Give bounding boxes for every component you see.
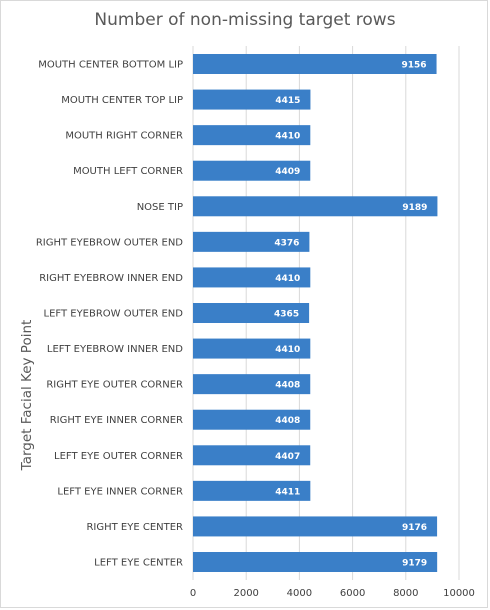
bar [193, 445, 311, 466]
bar [193, 125, 311, 146]
bars [193, 54, 438, 572]
value-label: 4410 [275, 274, 300, 284]
value-label: 4408 [275, 416, 300, 426]
bar [193, 303, 310, 323]
value-label: 4365 [274, 310, 299, 320]
bar [193, 374, 311, 395]
x-tick-label: 10000 [443, 588, 475, 599]
bar [193, 338, 311, 359]
bar [193, 480, 311, 501]
value-label: 4411 [275, 487, 300, 497]
x-tick-label: 0 [190, 588, 196, 599]
value-label: 9179 [402, 559, 427, 569]
category-label: NOSE TIP [137, 202, 183, 213]
bar [193, 160, 311, 181]
category-label: MOUTH RIGHT CORNER [65, 131, 183, 142]
value-label: 9176 [402, 523, 427, 533]
value-label: 4410 [275, 345, 300, 355]
category-label: RIGHT EYE OUTER CORNER [46, 380, 183, 391]
category-label: RIGHT EYEBROW INNER END [39, 273, 183, 284]
bar [193, 267, 311, 288]
category-label: RIGHT EYE INNER CORNER [50, 415, 183, 426]
category-label: LEFT EYEBROW INNER END [47, 344, 183, 355]
bar [193, 552, 438, 572]
x-tick-label: 2000 [233, 588, 258, 599]
value-label: 4376 [274, 238, 299, 248]
x-tick-label: 6000 [340, 588, 365, 599]
bar [193, 54, 437, 74]
category-label: LEFT EYEBROW OUTER END [44, 309, 184, 320]
bar [193, 196, 438, 217]
value-label: 4409 [275, 167, 300, 177]
category-label: MOUTH CENTER TOP LIP [61, 95, 183, 106]
value-label: 4408 [275, 381, 300, 391]
x-tick-label: 8000 [393, 588, 418, 599]
chart-title: Number of non-missing target rows [94, 10, 396, 30]
value-label: 4415 [275, 96, 300, 106]
value-label: 9156 [401, 61, 426, 71]
value-label: 4410 [275, 132, 300, 142]
value-label: 9189 [402, 203, 427, 213]
value-label: 4407 [275, 452, 300, 462]
category-label: LEFT EYE OUTER CORNER [54, 451, 183, 462]
category-label: MOUTH CENTER BOTTOM LIP [38, 60, 183, 71]
bar [193, 89, 311, 110]
bar [193, 231, 310, 252]
bar [193, 516, 438, 537]
labels: 0 2000 4000 6000 8000 10000 MOUTH CENTER BOTTO… [36, 60, 475, 600]
category-label: LEFT EYE INNER CORNER [57, 486, 183, 497]
bar [193, 409, 311, 430]
category-label: RIGHT EYE CENTER [86, 522, 183, 533]
category-label: RIGHT EYEBROW OUTER END [36, 237, 183, 248]
category-label: LEFT EYE CENTER [94, 558, 183, 569]
x-tick-label: 4000 [287, 588, 312, 599]
category-label: MOUTH LEFT CORNER [73, 166, 183, 177]
